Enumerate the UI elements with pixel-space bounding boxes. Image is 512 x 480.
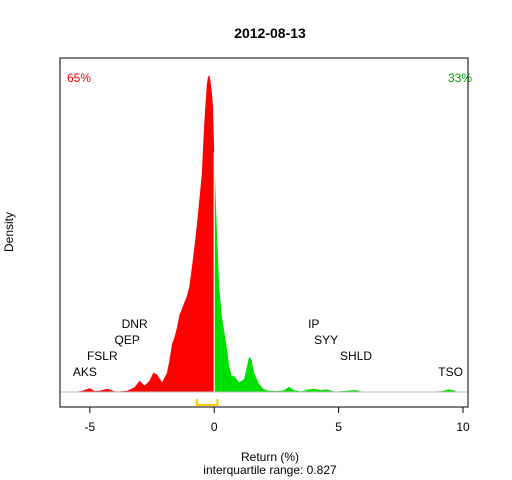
ticker-label-qep: QEP — [114, 333, 139, 347]
negative-share-label: 65% — [67, 71, 91, 85]
negative-density-area — [65, 75, 215, 392]
x-tick-label: 10 — [456, 420, 470, 434]
chart-subtitle: interquartile range: 0.827 — [203, 463, 337, 477]
x-tick-label: 5 — [335, 420, 342, 434]
x-axis-label: Return (%) — [241, 450, 299, 464]
ticker-label-shld: SHLD — [340, 349, 372, 363]
ticker-label-ip: IP — [308, 317, 319, 331]
y-axis-label: Density — [2, 212, 16, 252]
chart-title: 2012-08-13 — [234, 25, 306, 41]
ticker-label-dnr: DNR — [122, 317, 148, 331]
positive-share-label: 33% — [448, 71, 472, 85]
ticker-label-aks: AKS — [73, 365, 97, 379]
iqr-bracket — [195, 399, 219, 406]
ticker-label-syy: SYY — [314, 333, 338, 347]
density-layer — [60, 75, 468, 406]
x-tick-label: 0 — [211, 420, 218, 434]
x-tick-label: -5 — [85, 420, 96, 434]
ticker-label-tso: TSO — [438, 365, 463, 379]
ticker-label-fslr: FSLR — [87, 349, 118, 363]
positive-density-area — [214, 152, 463, 392]
plot-frame — [59, 57, 469, 408]
x-axis: -5 0 5 10 — [85, 407, 470, 434]
